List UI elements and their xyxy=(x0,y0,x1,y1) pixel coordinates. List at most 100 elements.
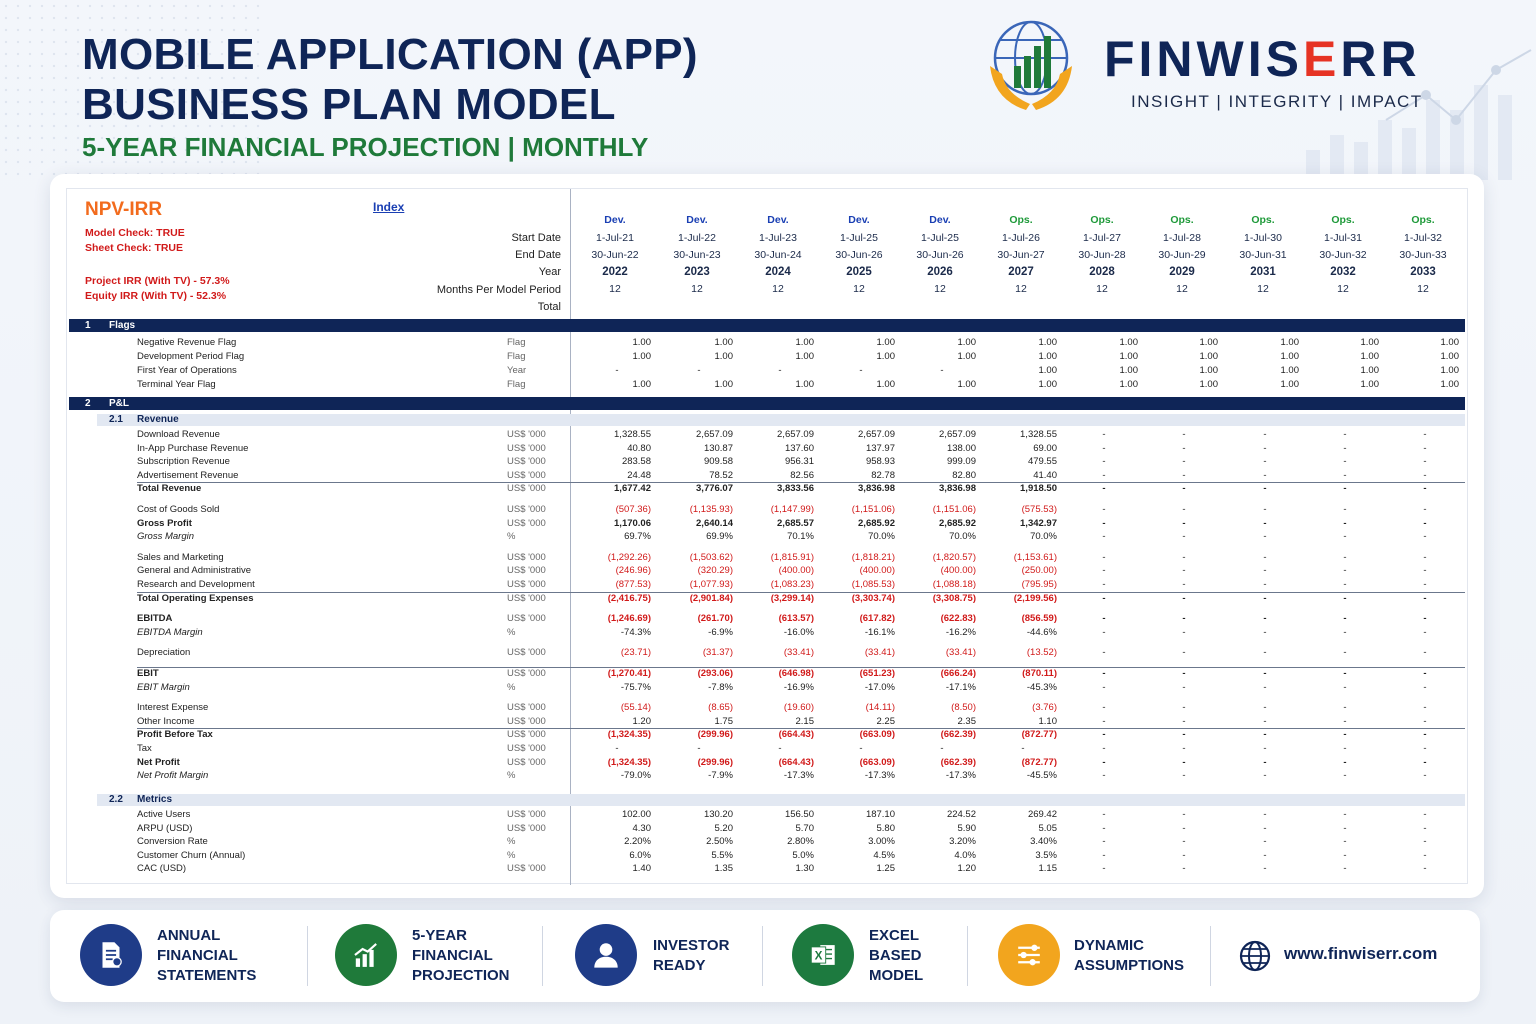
section-title: P&L xyxy=(109,398,129,409)
cell-value: 1.00 xyxy=(632,379,652,390)
period-months: 12 xyxy=(1176,283,1188,295)
feature-label: 5-YEAR FINANCIAL PROJECTION xyxy=(412,926,510,986)
index-link[interactable]: Index xyxy=(373,200,405,214)
period-start: 1-Jul-23 xyxy=(759,232,797,244)
cell-value: 1.00 xyxy=(1038,351,1058,362)
period-end: 30-Jun-33 xyxy=(1399,249,1447,261)
cell-value: 958.93 xyxy=(865,456,895,468)
row-divider xyxy=(137,667,1465,668)
section-header: 1 Flags xyxy=(69,319,1465,332)
period-end: 30-Jun-22 xyxy=(591,249,639,261)
period-months: 12 xyxy=(1257,283,1269,295)
cell-value: (55.14) xyxy=(620,702,651,714)
cell-value: (1,324.35) xyxy=(607,756,651,768)
row-unit: US$ '000 xyxy=(507,822,546,834)
cell-value: (299.96) xyxy=(697,729,733,741)
cell-value: 5.05 xyxy=(1038,822,1058,834)
cell-value: - xyxy=(1263,756,1267,768)
growth-chart-icon xyxy=(335,924,397,986)
cell-value: - xyxy=(1263,531,1267,543)
cell-value: (400.00) xyxy=(778,565,814,577)
cell-value: - xyxy=(1182,743,1186,754)
cell-value: - xyxy=(1102,836,1106,848)
cell-value: 1.10 xyxy=(1038,715,1058,727)
cell-value: (8.65) xyxy=(708,702,733,714)
period-start: 1-Jul-27 xyxy=(1083,232,1121,244)
table-row: EBITDA US$ '000 (1,246.69) (261.70) (613.57)… xyxy=(67,613,1469,626)
period-end: 30-Jun-31 xyxy=(1239,249,1287,261)
period-start: 1-Jul-21 xyxy=(596,232,634,244)
cell-value: - xyxy=(1423,579,1427,590)
cell-value: -16.1% xyxy=(864,626,895,638)
table-row: Download Revenue US$ '000 1,328.55 2,657.09… xyxy=(67,429,1469,442)
cell-value: - xyxy=(778,365,782,376)
period-year: 2027 xyxy=(1008,266,1034,278)
cell-value: - xyxy=(1182,822,1186,834)
period-end: 30-Jun-26 xyxy=(916,249,964,261)
cell-value: 69.9% xyxy=(706,531,733,543)
feature-label-line: STATEMENTS xyxy=(157,967,257,984)
table-row: Research and Development US$ '000 (877.53)… xyxy=(67,579,1469,592)
cell-value: 82.56 xyxy=(790,469,814,481)
cell-value: - xyxy=(1263,613,1267,625)
cell-value: - xyxy=(1423,551,1427,563)
period-end: 30-Jun-26 xyxy=(835,249,883,261)
cell-value: 1.00 xyxy=(1038,379,1058,390)
cell-value: - xyxy=(1263,551,1267,563)
feature-divider xyxy=(542,926,543,986)
table-row: Depreciation US$ '000 (23.71) (31.37) (33.41… xyxy=(67,647,1469,660)
cell-value: - xyxy=(1263,483,1267,495)
cell-value: 479.55 xyxy=(1027,456,1057,468)
cell-value: 1.00 xyxy=(957,351,977,362)
freeze-pane-divider xyxy=(570,189,571,885)
cell-value: - xyxy=(1263,770,1267,782)
row-label: Net Profit xyxy=(137,756,180,768)
period-start: 1-Jul-25 xyxy=(840,232,878,244)
cell-value: 3.5% xyxy=(1035,849,1057,861)
row-label: Subscription Revenue xyxy=(137,456,230,468)
cell-value: (877.53) xyxy=(615,579,651,590)
cell-value: (3.76) xyxy=(1032,702,1057,714)
cell-value: (33.41) xyxy=(945,647,976,659)
globe-hands-chart-icon xyxy=(990,20,1072,110)
website-url[interactable]: www.finwiserr.com xyxy=(1284,944,1438,963)
cell-value: 2,640.14 xyxy=(696,517,733,529)
cell-value: - xyxy=(1182,551,1186,563)
table-row: CAC (USD) US$ '000 1.40 1.35 1.30 1.25 1.20 1.1… xyxy=(67,863,1469,876)
cell-value: 909.58 xyxy=(703,456,733,468)
cell-value: - xyxy=(1343,863,1347,875)
period-phase: Dev. xyxy=(929,214,951,226)
cell-value: 5.70 xyxy=(795,822,815,834)
feature-label-line: READY xyxy=(653,957,706,974)
cell-value: 1.00 xyxy=(795,337,815,348)
cell-value: (31.37) xyxy=(702,647,733,659)
cell-value: - xyxy=(778,743,782,754)
cell-value: - xyxy=(1263,681,1267,693)
cell-value: - xyxy=(1423,729,1427,741)
cell-value: 1.20 xyxy=(632,715,652,727)
period-phase: Ops. xyxy=(1251,214,1275,226)
row-unit: US$ '000 xyxy=(507,429,546,440)
cell-value: - xyxy=(1423,822,1427,834)
cell-value: - xyxy=(697,743,701,754)
cell-value: 78.52 xyxy=(709,469,733,481)
cell-value: - xyxy=(1423,681,1427,693)
subtitle: 5-YEAR FINANCIAL PROJECTION | MONTHLY xyxy=(82,132,649,162)
cell-value: - xyxy=(1102,626,1106,638)
cell-value: 130.20 xyxy=(703,809,733,820)
feature-label-line: PROJECTION xyxy=(412,967,510,984)
cell-value: 1.25 xyxy=(876,863,896,875)
feature-label-line: EXCEL xyxy=(869,927,920,944)
cell-value: - xyxy=(1263,517,1267,529)
cell-value: 5.90 xyxy=(957,822,977,834)
cell-value: 1.20 xyxy=(957,863,977,875)
cell-value: - xyxy=(1263,836,1267,848)
cell-value: (1,815.91) xyxy=(770,551,814,563)
row-unit: US$ '000 xyxy=(507,456,546,468)
cell-value: (646.98) xyxy=(778,668,814,679)
cell-value: 2.80% xyxy=(787,836,814,848)
feature-label: DYNAMIC ASSUMPTIONS xyxy=(1074,936,1184,976)
cell-value: 137.60 xyxy=(784,442,814,454)
cell-value: - xyxy=(1182,613,1186,625)
cell-value: - xyxy=(1263,849,1267,861)
